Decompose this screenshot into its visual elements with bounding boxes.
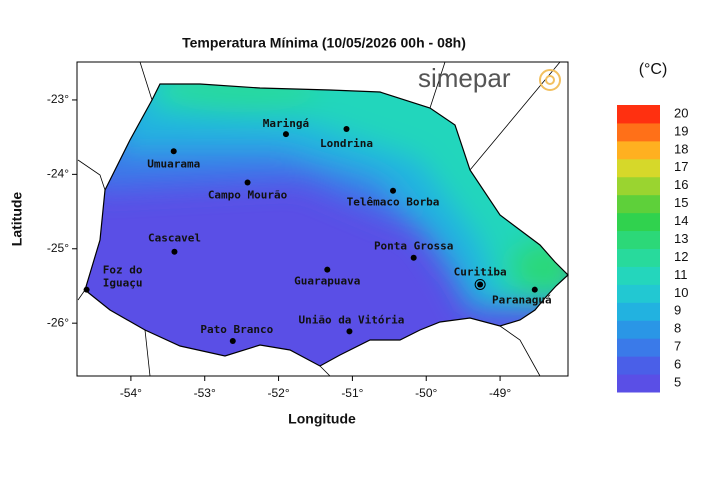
city-dot	[282, 131, 289, 138]
colorbar-swatch	[617, 230, 660, 249]
city-label: Guarapuava	[294, 275, 360, 288]
city-dot	[324, 266, 331, 273]
colorbar-swatch	[617, 356, 660, 375]
city-dot	[343, 125, 350, 132]
colorbar-swatch	[617, 212, 660, 232]
city-dot	[171, 248, 178, 255]
colorbar-label: 12	[674, 249, 688, 264]
x-tick-label: -49°	[489, 386, 511, 400]
neighbor-borders	[77, 61, 561, 377]
colorbar-label: 7	[674, 339, 681, 354]
city-label: Campo Mourão	[208, 189, 288, 202]
city-label: Curitiba	[454, 265, 507, 278]
city-dot	[477, 281, 484, 288]
y-axis-label: Latitude	[9, 192, 25, 247]
x-tick-label: -50°	[415, 386, 437, 400]
colorbar-swatch	[617, 122, 660, 142]
logo: simepar	[418, 63, 511, 93]
x-axis-label: Longitude	[288, 411, 356, 427]
colorbar-swatch	[617, 105, 660, 124]
colorbar-swatch	[617, 248, 660, 267]
city-dot	[170, 148, 177, 155]
colorbar-label: 5	[674, 374, 681, 389]
city-label: Londrina	[320, 137, 373, 150]
city-label: Paranaguá	[492, 294, 552, 307]
city-dot	[229, 338, 236, 345]
y-tick-label: -26°	[47, 315, 69, 329]
colorbar-swatch	[617, 140, 660, 160]
city-dot	[390, 187, 397, 194]
colorbar-label: 11	[674, 267, 688, 282]
colorbar-label: 9	[674, 303, 681, 318]
city-label: Umuarama	[147, 157, 200, 170]
city-label: Telêmaco Borba	[347, 196, 440, 209]
x-tick-label: -53°	[194, 386, 216, 400]
colorbar-swatch	[617, 374, 660, 393]
colorbar-label: 19	[674, 123, 688, 138]
colorbar-label: 13	[674, 231, 688, 246]
colorbar-swatch	[617, 302, 660, 321]
colorbar-label: 14	[674, 213, 688, 228]
city-dot	[83, 286, 90, 293]
colorbar-swatch	[617, 194, 660, 214]
y-tick-label: -25°	[47, 241, 69, 255]
city-label: Ponta Grossa	[374, 240, 453, 253]
y-tick-label: -24°	[47, 167, 69, 181]
colorbar-label: 18	[674, 141, 688, 156]
colorbar-label: 15	[674, 195, 688, 210]
title: Temperatura Mínima (10/05/2026 00h - 08h…	[182, 35, 466, 51]
city-dot	[531, 286, 538, 293]
city-dot	[346, 328, 353, 335]
city-label: Maringá	[263, 117, 309, 130]
city-label: Foz do Iguaçu	[103, 264, 143, 290]
x-tick-label: -52°	[267, 386, 289, 400]
x-tick-label: -51°	[341, 386, 363, 400]
colorbar-label: 20	[674, 105, 688, 120]
colorbar-unit: (°C)	[639, 61, 668, 78]
colorbar-label: 16	[674, 177, 688, 192]
colorbar-swatch	[617, 176, 660, 196]
city-ring	[474, 278, 486, 290]
colorbar-swatch	[617, 266, 660, 285]
colorbar-label: 8	[674, 321, 681, 336]
city-dot	[244, 179, 251, 186]
colorbar-swatch	[617, 158, 660, 178]
city-dot	[410, 254, 417, 261]
colorbar-label: 10	[674, 285, 688, 300]
colorbar-swatch	[617, 338, 660, 357]
city-label: Cascavel	[148, 232, 201, 245]
city-label: Pato Branco	[200, 323, 273, 336]
logo-icon	[539, 69, 561, 91]
x-tick-label: -54°	[120, 386, 142, 400]
colorbar-label: 6	[674, 357, 681, 372]
colorbar-swatch	[617, 320, 660, 339]
colorbar-label: 17	[674, 159, 688, 174]
city-label: União da Vitória	[298, 313, 404, 326]
colorbar-swatch	[617, 284, 660, 303]
logo-icon	[545, 75, 555, 85]
y-tick-label: -23°	[47, 92, 69, 106]
